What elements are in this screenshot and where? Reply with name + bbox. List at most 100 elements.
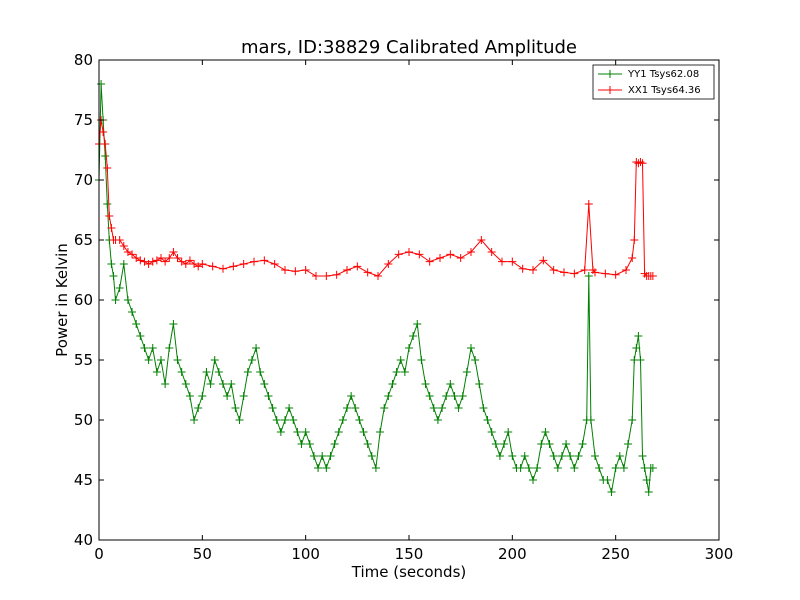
point-yy1-49 (281, 416, 289, 424)
x-tick-label-150: 150 (395, 545, 424, 563)
legend-label-yy1: YY1 Tsys62.08 (627, 69, 699, 80)
point-yy1-90 (450, 392, 459, 400)
point-yy1-65 (347, 392, 356, 400)
point-yy1-20 (161, 380, 170, 388)
y-tick-label-40: 40 (74, 531, 93, 549)
point-yy1-51 (289, 416, 298, 424)
point-yy1-3 (101, 152, 110, 160)
point-xx1-66 (580, 266, 589, 274)
legend-box (592, 64, 715, 100)
point-xx1-62 (539, 256, 548, 265)
point-yy1-38 (235, 416, 244, 424)
point-yy1-42 (252, 344, 261, 352)
point-yy1-12 (128, 308, 137, 316)
point-yy1-101 (495, 452, 504, 460)
point-yy1-21 (165, 344, 174, 352)
point-yy1-67 (355, 416, 364, 424)
point-yy1-136 (632, 344, 641, 352)
point-yy1-30 (202, 368, 211, 376)
point-xx1-71 (611, 270, 620, 279)
point-yy1-125 (591, 452, 599, 460)
point-xx1-44 (353, 262, 362, 271)
point-yy1-112 (541, 428, 550, 436)
point-xx1-10 (119, 242, 128, 250)
point-yy1-138 (636, 356, 645, 364)
point-xx1-25 (181, 260, 190, 268)
point-yy1-96 (475, 380, 484, 388)
x-tick-label-100: 100 (291, 545, 320, 563)
point-xx1-15 (140, 257, 149, 266)
point-yy1-34 (219, 380, 227, 388)
point-yy1-31 (206, 380, 215, 388)
point-yy1-41 (247, 356, 256, 364)
point-yy1-94 (467, 344, 475, 352)
point-yy1-107 (520, 452, 529, 460)
point-xx1-23 (173, 254, 182, 262)
point-yy1-124 (586, 416, 595, 424)
point-yy1-126 (595, 464, 604, 472)
point-xx1-26 (185, 256, 194, 265)
point-xx1-51 (425, 257, 434, 266)
point-yy1-89 (446, 380, 455, 388)
point-yy1-100 (491, 440, 500, 448)
y-tick-label-45: 45 (74, 471, 93, 489)
point-yy1-23 (173, 356, 182, 364)
point-xx1-39 (301, 266, 310, 274)
point-yy1-128 (603, 476, 612, 484)
point-xx1-74 (630, 236, 639, 244)
point-yy1-141 (642, 476, 651, 484)
point-xx1-34 (250, 257, 258, 266)
point-yy1-117 (562, 440, 571, 448)
y-tick-label-55: 55 (74, 351, 93, 369)
point-yy1-45 (264, 392, 273, 400)
point-xx1-31 (219, 264, 227, 273)
point-yy1-40 (243, 368, 252, 376)
point-yy1-27 (190, 416, 199, 424)
point-yy1-25 (181, 380, 190, 388)
point-xx1-65 (570, 269, 579, 278)
point-xx1-77 (636, 158, 645, 166)
point-yy1-93 (462, 368, 471, 376)
point-yy1-99 (487, 428, 496, 436)
point-yy1-133 (624, 440, 633, 448)
point-xx1-50 (415, 250, 424, 259)
y-tick-label-75: 75 (74, 111, 93, 129)
point-yy1-77 (396, 356, 405, 364)
point-xx1-49 (405, 248, 413, 256)
point-xx1-70 (601, 269, 610, 278)
point-yy1-18 (152, 368, 161, 376)
point-xx1-48 (394, 250, 403, 259)
point-xx1-29 (198, 260, 207, 268)
point-xx1-54 (456, 254, 465, 262)
point-yy1-83 (421, 380, 430, 388)
point-xx1-43 (343, 266, 351, 274)
point-yy1-36 (227, 380, 236, 388)
point-yy1-85 (429, 404, 438, 412)
point-xx1-52 (436, 254, 444, 262)
point-yy1-87 (438, 404, 447, 412)
point-yy1-6 (107, 260, 116, 268)
point-yy1-32 (210, 356, 219, 364)
point-yy1-106 (516, 464, 525, 472)
point-yy1-98 (483, 416, 492, 424)
point-yy1-119 (570, 464, 579, 472)
point-yy1-50 (285, 404, 294, 412)
point-yy1-92 (458, 392, 467, 400)
point-yy1-14 (136, 332, 145, 340)
point-xx1-37 (281, 266, 289, 274)
point-yy1-80 (409, 332, 418, 340)
x-tick-label-50: 50 (193, 545, 212, 563)
point-yy1-132 (619, 464, 628, 472)
point-yy1-81 (413, 320, 422, 328)
legend-label-xx1: XX1 Tsys64.36 (628, 85, 701, 96)
point-xx1-18 (152, 256, 161, 265)
point-yy1-48 (276, 428, 285, 436)
point-yy1-74 (384, 392, 393, 400)
point-yy1-4 (103, 200, 112, 208)
point-yy1-123 (584, 272, 593, 280)
point-yy1-24 (177, 368, 186, 376)
point-yy1-64 (343, 404, 351, 412)
point-xx1-19 (157, 254, 165, 262)
point-xx1-61 (529, 266, 537, 274)
series-xx1 (95, 116, 657, 280)
